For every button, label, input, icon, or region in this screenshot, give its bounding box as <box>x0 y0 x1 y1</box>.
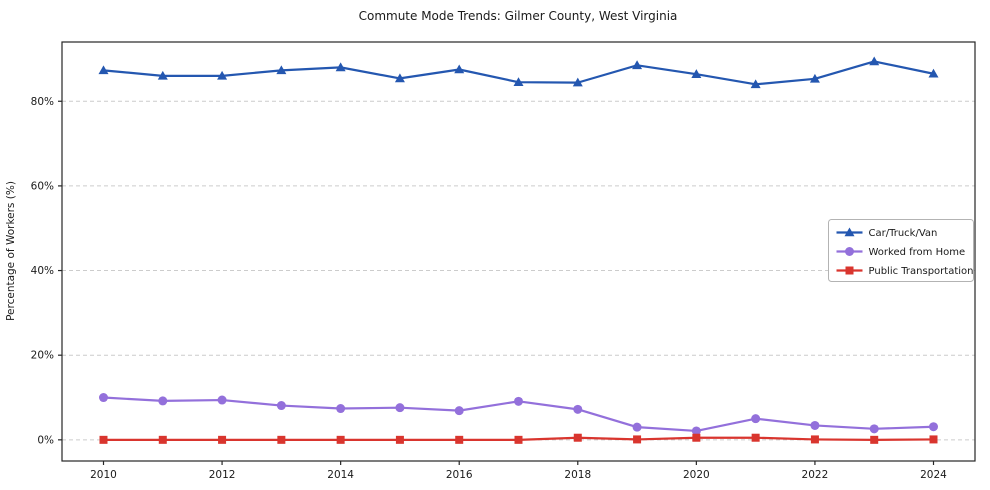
data-point-marker <box>217 70 228 80</box>
x-tick-label: 2022 <box>802 469 829 481</box>
data-point-marker <box>844 227 855 237</box>
data-point-marker <box>218 435 227 444</box>
data-point-marker <box>632 60 643 70</box>
y-tick-label: 80% <box>31 96 54 108</box>
data-point-marker <box>454 406 464 416</box>
data-point-marker <box>928 68 939 78</box>
data-point-marker <box>98 65 109 75</box>
data-point-marker <box>573 404 583 414</box>
data-point-marker <box>751 433 760 442</box>
data-point-marker <box>633 435 642 444</box>
data-point-marker <box>929 422 938 432</box>
data-point-marker <box>455 435 464 444</box>
y-tick-label: 0% <box>37 434 54 446</box>
plot-border <box>61 41 976 462</box>
data-point-marker <box>336 435 345 444</box>
data-point-marker <box>869 424 879 434</box>
data-point-marker <box>870 435 879 444</box>
data-point-marker <box>750 79 761 89</box>
data-point-marker <box>845 266 854 275</box>
data-point-marker <box>276 401 286 411</box>
legend-box <box>828 219 974 282</box>
data-point-marker <box>810 420 820 430</box>
legend-item-label: Worked from Home <box>869 247 966 258</box>
x-tick-label: 2020 <box>683 469 710 481</box>
data-point-marker <box>691 69 702 78</box>
chart-title: Commute Mode Trends: Gilmer County, West… <box>359 9 678 23</box>
x-tick-label: 2010 <box>90 469 117 481</box>
data-point-marker <box>514 435 523 444</box>
x-tick-label: 2018 <box>564 469 591 481</box>
x-tick-label: 2012 <box>209 469 236 481</box>
data-point-marker <box>99 393 108 403</box>
data-point-marker <box>845 247 854 256</box>
data-point-marker <box>692 433 701 442</box>
data-point-marker <box>514 396 523 406</box>
data-point-marker <box>929 435 938 444</box>
x-tick-label: 2016 <box>446 469 473 481</box>
data-point-marker <box>335 62 346 72</box>
data-point-marker <box>158 435 167 444</box>
data-point-marker <box>810 435 819 444</box>
data-point-marker <box>573 433 582 442</box>
data-point-marker <box>751 414 761 424</box>
data-point-marker <box>454 64 465 74</box>
y-tick-label: 60% <box>31 180 54 192</box>
data-point-marker <box>99 435 108 444</box>
data-point-marker <box>869 56 880 66</box>
data-point-marker <box>691 426 701 436</box>
legend-item-label: Public Transportation <box>869 266 974 277</box>
y-tick-label: 40% <box>31 265 54 277</box>
x-tick-label: 2014 <box>327 469 354 481</box>
axis-ticks-group: 0% 20% 40% 60% 80% 2010 2012 2014 2016 2018 2020 20… <box>31 96 948 481</box>
data-point-marker <box>395 435 404 444</box>
legend-item-label: Car/Truck/Van <box>869 228 938 239</box>
y-tick-label: 20% <box>31 350 54 362</box>
series-group <box>98 56 939 444</box>
data-point-marker <box>394 73 405 83</box>
x-tick-label: 2024 <box>920 469 947 481</box>
data-point-marker <box>217 395 227 405</box>
legend: Car/Truck/Van Worked from Home Public Tran… <box>828 219 974 282</box>
data-point-marker <box>336 404 346 414</box>
data-point-marker <box>158 396 168 406</box>
data-point-marker <box>277 435 286 444</box>
data-point-marker <box>513 77 524 87</box>
data-point-marker <box>632 422 642 432</box>
data-point-marker <box>809 73 820 83</box>
data-point-marker <box>572 77 583 87</box>
data-point-marker <box>395 403 405 413</box>
y-axis-label: Percentage of Workers (%) <box>5 181 17 321</box>
data-point-marker <box>276 65 287 75</box>
data-point-marker <box>157 70 168 80</box>
